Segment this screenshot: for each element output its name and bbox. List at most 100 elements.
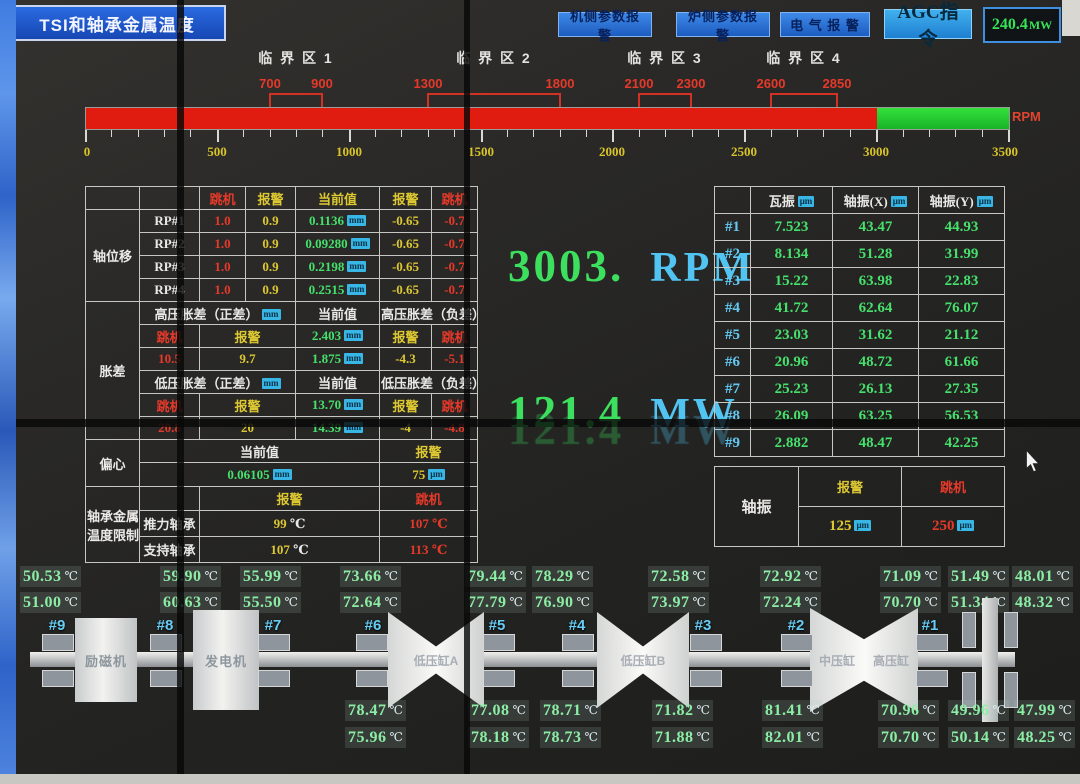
shaft-vibration-x-header: 轴振(X): [843, 193, 888, 209]
table-row: #5 23.03 31.62 21.12: [714, 321, 1005, 349]
shaft-vib-y-value: 31.99: [918, 240, 1005, 268]
electric-alarm-button[interactable]: 电 气 报 警: [780, 12, 870, 37]
agc-value-display: 240.4 MW: [983, 7, 1061, 43]
alarm-value: 0.9: [245, 232, 296, 256]
table-row: 低压胀差（正差）mm 当前值 低压胀差（负差）mm: [86, 370, 478, 394]
rpm-scale-unit: RPM: [1012, 109, 1041, 124]
shaft-vib-y-value: 42.25: [918, 429, 1005, 457]
boiler-side-alarm-button[interactable]: 炉侧参数报警: [676, 9, 770, 43]
trip-value: 10.5: [139, 347, 200, 371]
bearing-id: #5: [488, 617, 506, 634]
current-value: 14.39: [311, 420, 342, 435]
trip-value: 1.0: [199, 209, 246, 233]
shaft-vib-x-value: 26.13: [832, 375, 919, 403]
unit-badge: mm: [344, 353, 364, 364]
bearing-temp: 78.71 ℃: [540, 700, 601, 721]
pad-vib-value: 15.22: [750, 267, 833, 295]
bearing-temp: 82.01 ℃: [762, 727, 823, 748]
bearing-temp: 72.64 ℃: [340, 592, 401, 613]
rpm-tick: [981, 130, 983, 137]
shaft-vib-y-value: 61.66: [918, 348, 1005, 376]
rpm-tick: [111, 130, 113, 137]
bearing-block: [42, 634, 74, 651]
bearing-id: #8: [156, 617, 174, 634]
shaft-vib-alarm-value: 125: [828, 518, 852, 534]
bearing-temp: 71.88 ℃: [652, 727, 713, 748]
current-value: 0.1136: [308, 213, 345, 228]
pad-vibration-header: 瓦振: [768, 193, 795, 209]
table-row: RP#3 1.0 0.9 0.2198 mm -0.65 -0.7: [86, 255, 478, 279]
critical-tick: [559, 93, 561, 108]
table-row: RP#4 1.0 0.9 0.2515 mm -0.65 -0.7: [86, 278, 478, 302]
rpm-tick: [955, 130, 957, 137]
trip-value: -0.7: [431, 232, 478, 256]
alarm-value: 20: [199, 416, 296, 440]
bearing-temp: 51.34 ℃: [948, 592, 1009, 613]
bearing-temp: 73.66 ℃: [340, 566, 401, 587]
bearing-temp: 72.24 ℃: [760, 592, 821, 613]
bearing-block: [916, 670, 948, 687]
table-row: 20.8 20 14.39 mm -4 -4.8: [86, 416, 478, 440]
trip-value: -0.7: [431, 278, 478, 302]
shaft-vibration-limit-table: 轴振 报警 跳机 125 μm 250 μm: [714, 466, 1005, 547]
bearing-block: [42, 670, 74, 687]
machine-side-alarm-button[interactable]: 机侧参数报警: [558, 9, 652, 43]
trip-header: 跳机: [139, 324, 200, 348]
table-row: 10.5 9.7 1.875 mm -4.3 -5.1: [86, 347, 478, 371]
rpm-tick-label: 1500: [468, 144, 494, 159]
rpm-tick: [243, 130, 245, 137]
row-label: RP#3: [139, 255, 200, 279]
table-row: 轴承金属 温度限制 报警 跳机: [85, 486, 478, 563]
trip-value: 1.0: [199, 232, 246, 256]
alarm-value: -0.65: [379, 232, 432, 256]
ip-hp-cylinder-body: 中压缸 高压缸: [810, 608, 918, 712]
critical-mark: 2100: [624, 76, 654, 91]
agc-command-button[interactable]: AGC指令: [884, 2, 972, 50]
hp-cylinder-label: 高压缸: [872, 653, 909, 668]
bearing-temp: 60.63 ℃: [160, 592, 221, 613]
front-pedestal: [982, 598, 998, 722]
alarm-header: 报警: [798, 466, 902, 507]
unit-badge: mm: [347, 261, 367, 272]
trip-header: 跳机: [139, 393, 200, 417]
critical-mark: 1300: [413, 76, 443, 91]
vibration-table: 瓦振 μm 轴振(X) μm 轴振(Y) μm #1 7.523 43.47 44.93 #…: [714, 186, 1005, 457]
table-row: 跳机 报警 2.403 mm 报警 跳机: [86, 324, 478, 348]
alarm-value: 0.9: [245, 278, 296, 302]
rpm-tick-label: 500: [207, 144, 227, 159]
bearing-temp: 78.29 ℃: [532, 566, 593, 587]
rpm-tick: [691, 130, 693, 137]
rpm-tick: [876, 130, 879, 142]
bearing-temp: 55.50 ℃: [240, 592, 301, 613]
pad-vib-value: 26.09: [750, 402, 833, 430]
power-value: 121.4: [508, 387, 625, 437]
bearing-temp: 76.90 ℃: [532, 592, 593, 613]
table-row: 轴振 报警 跳机: [714, 466, 1005, 547]
lp-cylinder-a-body: 低压缸A: [388, 612, 484, 708]
unit-badge: μm: [957, 520, 975, 531]
critical-tick: [690, 93, 692, 108]
row-label: 推力轴承: [139, 510, 200, 537]
critical-zone-3-label: 临 界 区 3: [627, 50, 703, 66]
alarm-header: 报警: [379, 324, 432, 348]
trip-header: 跳机: [431, 393, 478, 417]
rpm-tick: [322, 130, 324, 137]
alarm-header: 报警: [199, 393, 296, 417]
bearing-block: [916, 634, 948, 651]
rpm-scale-bar: [85, 107, 1010, 130]
bearing-temp: 48.25 ℃: [1014, 727, 1075, 748]
trip-value: 1.0: [199, 278, 246, 302]
shaft-vib-group-label: 轴振: [714, 466, 799, 547]
unit-badge: μm: [797, 195, 815, 207]
table-row: #8 26.09 63.25 56.53: [714, 402, 1005, 430]
bearing-block: [781, 670, 813, 687]
table-row: #6 20.96 48.72 61.66: [714, 348, 1005, 376]
rpm-tick: [216, 130, 219, 142]
rpm-tick: [744, 130, 747, 142]
bearing-id: #4: [568, 617, 586, 634]
trip-header: 跳机: [431, 186, 478, 210]
page-title: TSI和轴承金属温度: [8, 5, 226, 41]
current-header: 当前值: [295, 186, 380, 210]
unit-badge: mm: [347, 215, 367, 226]
rpm-tick: [797, 130, 799, 137]
